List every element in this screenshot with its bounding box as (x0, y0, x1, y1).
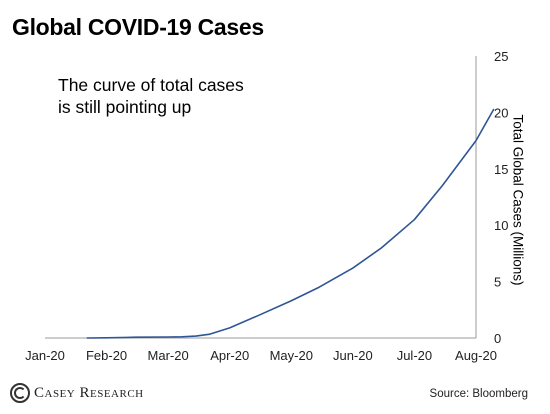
annotation-line-1: The curve of total cases (58, 75, 244, 95)
y-tick-label: 15 (494, 162, 508, 177)
y-tick-label: 0 (494, 331, 501, 346)
y-tick-label: 10 (494, 218, 508, 233)
chart-series (86, 108, 495, 339)
y-tick-label: 5 (494, 275, 501, 290)
x-tick-label: Jan-20 (25, 348, 65, 363)
casey-logo-icon (10, 383, 30, 403)
x-tick-label: Jul-20 (397, 348, 432, 363)
x-tick-label: Jun-20 (333, 348, 373, 363)
chart-ticks: Jan-20 Feb-20 Mar-20 Apr-20 May-20 Jun-20 Jul-… (25, 49, 508, 363)
x-tick-label: Aug-20 (455, 348, 497, 363)
y-tick-label: 20 (494, 105, 508, 120)
annotation-line-2: is still pointing up (58, 97, 192, 117)
series-line (86, 108, 495, 339)
x-tick-label: Apr-20 (210, 348, 249, 363)
x-tick-label: Feb-20 (86, 348, 127, 363)
chart-annotation: The curve of total cases is still pointi… (58, 74, 278, 118)
brand-name: Casey Research (34, 384, 144, 401)
x-tick-label: May-20 (270, 348, 313, 363)
chart-title: Global COVID-19 Cases (12, 14, 264, 40)
chart-axes (45, 56, 477, 339)
x-tick-label: Mar-20 (148, 348, 189, 363)
y-tick-label: 25 (494, 49, 508, 64)
source-note: Source: Bloomberg (429, 388, 528, 400)
casey-research-logo: Casey Research (10, 383, 144, 403)
